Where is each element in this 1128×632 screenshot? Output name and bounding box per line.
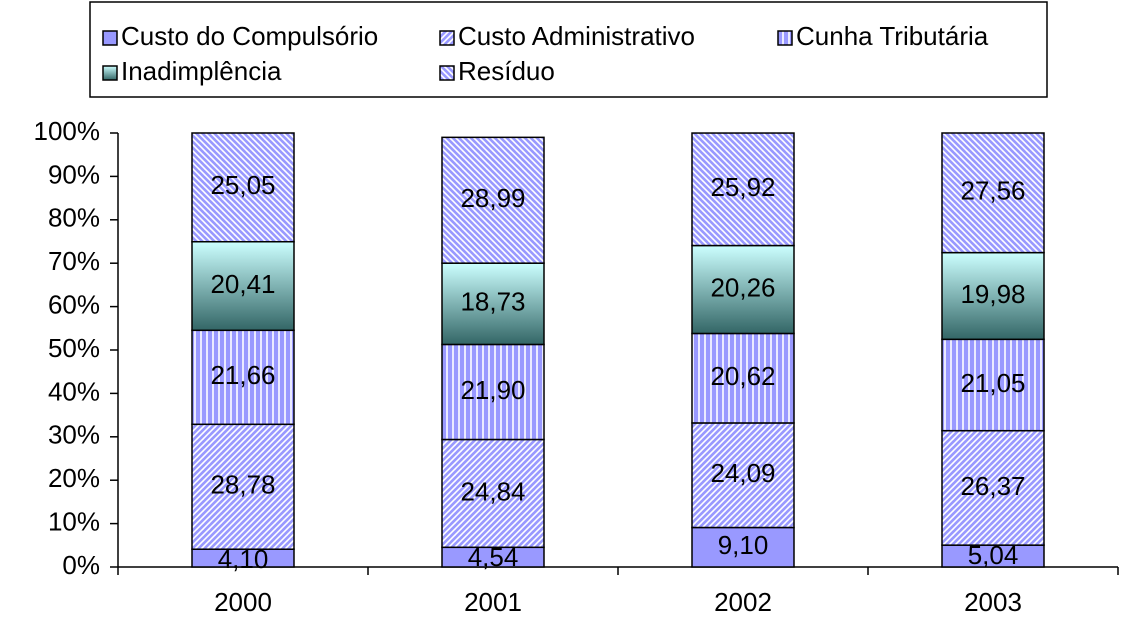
bar-segment [191, 423, 295, 550]
bar-segment [941, 338, 1045, 432]
bar-segment [691, 332, 795, 424]
y-tick-label: 90% [48, 159, 100, 189]
x-tick-label: 2003 [964, 587, 1022, 617]
bar-segment [441, 136, 545, 264]
y-tick-label: 100% [34, 116, 101, 146]
bar-segment [691, 422, 795, 529]
data-label: 21,66 [210, 360, 275, 390]
x-tick-label: 2001 [464, 587, 522, 617]
y-tick-label: 60% [48, 289, 100, 319]
legend-swatch [102, 30, 118, 46]
legend-swatch [777, 30, 793, 46]
legend-swatch [439, 65, 455, 81]
data-label: 25,05 [210, 170, 275, 200]
bar-segment [191, 132, 295, 243]
data-label: 24,84 [460, 476, 525, 506]
data-label: 25,92 [710, 172, 775, 202]
bar-segment [691, 244, 795, 335]
legend-label: Custo Administrativo [458, 21, 695, 51]
legend-label: Cunha Tributária [796, 21, 989, 51]
legend-label: Inadimplência [121, 56, 282, 86]
y-tick-label: 70% [48, 246, 100, 276]
x-tick-label: 2000 [214, 587, 272, 617]
y-tick-label: 40% [48, 376, 100, 406]
bar-segment [691, 132, 795, 247]
legend-box [89, 1, 1048, 98]
data-label: 28,78 [210, 470, 275, 500]
data-label: 19,98 [960, 279, 1025, 309]
x-tick-label: 2002 [714, 587, 772, 617]
data-label: 27,56 [960, 176, 1025, 206]
data-label: 9,10 [718, 530, 769, 560]
y-tick-label: 0% [62, 550, 100, 580]
data-label: 20,62 [710, 361, 775, 391]
data-label: 18,73 [460, 287, 525, 317]
legend-swatch [102, 65, 118, 81]
legend-label: Resíduo [458, 56, 555, 86]
data-label: 21,05 [960, 368, 1025, 398]
data-label: 20,41 [210, 269, 275, 299]
bar-segment [441, 438, 545, 549]
data-label: 20,26 [710, 272, 775, 302]
data-label: 21,90 [460, 375, 525, 405]
legend-label: Custo do Compulsório [121, 21, 378, 51]
bar-segment [441, 343, 545, 441]
y-tick-label: 20% [48, 463, 100, 493]
bar-segment [691, 526, 795, 568]
data-label: 26,37 [960, 471, 1025, 501]
y-tick-label: 50% [48, 333, 100, 363]
data-label: 28,99 [460, 183, 525, 213]
y-tick-label: 10% [48, 506, 100, 536]
bar-segment [941, 251, 1045, 341]
legend-swatch [439, 30, 455, 46]
y-tick-label: 80% [48, 203, 100, 233]
y-tick-label: 30% [48, 420, 100, 450]
data-label: 24,09 [710, 458, 775, 488]
bar-segment [941, 429, 1045, 546]
bar-segment [941, 132, 1045, 254]
